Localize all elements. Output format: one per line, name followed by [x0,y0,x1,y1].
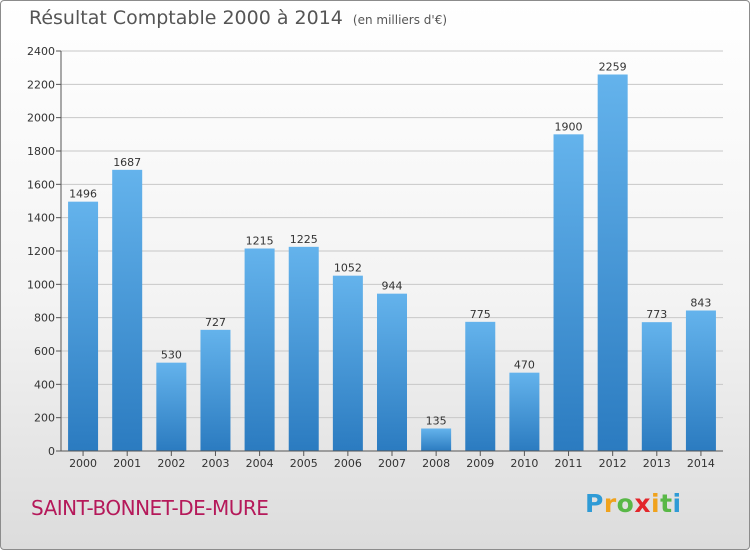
data-label: 1215 [246,235,274,248]
data-label: 1052 [334,262,362,275]
bars: 1496 1687 530 727 1215 1225 1052 944 135 775 470 19… [68,61,716,452]
bar-2003 [200,329,231,451]
bar-2006 [332,275,363,451]
data-label: 530 [161,349,182,362]
chart-title: Résultat Comptable 2000 à 2014 (en millie… [29,7,447,29]
x-tick-label: 2004 [246,457,274,470]
chart-title-text: Résultat Comptable 2000 à 2014 [29,7,343,29]
y-tick-label: 1800 [27,145,55,158]
data-label: 773 [646,308,667,321]
data-label: 775 [470,308,491,321]
bar-2004 [244,248,275,451]
data-label: 135 [426,415,447,428]
y-tick-label: 2400 [27,45,55,58]
x-tick-label: 2009 [466,457,494,470]
bar-2010 [509,372,540,451]
y-tick-label: 0 [48,445,55,458]
y-tick-label: 1600 [27,178,55,191]
data-label: 1687 [113,156,141,169]
x-tick-label: 2008 [422,457,450,470]
logo-letter: i [651,489,661,518]
y-tick-label: 2000 [27,112,55,125]
y-tick-label: 1400 [27,212,55,225]
x-tick-label: 2005 [290,457,318,470]
x-tick-label: 2012 [599,457,627,470]
data-label: 470 [514,359,535,372]
data-label: 2259 [599,61,627,74]
y-tick-label: 200 [34,412,55,425]
bar-2002 [156,362,187,451]
logo-letter: t [660,489,673,518]
y-tick-label: 600 [34,345,55,358]
bar-2012 [597,74,628,451]
logo-letter: r [603,489,617,518]
x-axis: 2000 2001 2002 2003 2004 2005 2006 2007 2008 2009… [61,450,723,470]
data-label: 1496 [69,188,97,201]
bar-2013 [641,322,672,451]
y-tick-label: 800 [34,312,55,325]
bar-2014 [685,310,716,451]
data-label: 727 [205,316,226,329]
bar-2011 [553,134,584,452]
logo-letter: i [672,489,682,518]
y-tick-label: 1200 [27,245,55,258]
bar-2001 [112,169,143,452]
data-label: 1225 [290,233,318,246]
bar-2009 [465,321,496,451]
x-tick-label: 2014 [687,457,715,470]
bar-2000 [68,201,99,451]
x-tick-label: 2000 [69,457,97,470]
data-label: 1900 [555,120,583,133]
bar-2007 [377,293,407,451]
proxiti-logo[interactable]: Proxiti [585,489,682,518]
data-label: 843 [690,297,711,310]
x-tick-label: 2003 [201,457,229,470]
x-tick-label: 2006 [334,457,362,470]
x-tick-label: 2013 [643,457,671,470]
y-tick-label: 400 [34,378,55,391]
x-tick-label: 2011 [555,457,583,470]
y-tick-label: 2200 [27,78,55,91]
x-tick-label: 2001 [113,457,141,470]
data-label: 944 [382,280,403,293]
bar-2005 [288,246,319,451]
x-tick-label: 2010 [510,457,538,470]
y-axis: 0 200 400 600 800 1000 1200 1400 1600 1800 2000 220… [27,45,62,458]
logo-letter: o [616,489,635,518]
y-tick-label: 1000 [27,278,55,291]
city-name: SAINT-BONNET-DE-MURE [31,496,269,520]
bar-2008 [421,428,452,451]
x-tick-label: 2007 [378,457,406,470]
logo-letter: P [585,489,604,518]
logo-letter: x [634,489,651,518]
chart-subtitle: (en milliers d'€) [352,13,448,27]
x-tick-label: 2002 [157,457,185,470]
